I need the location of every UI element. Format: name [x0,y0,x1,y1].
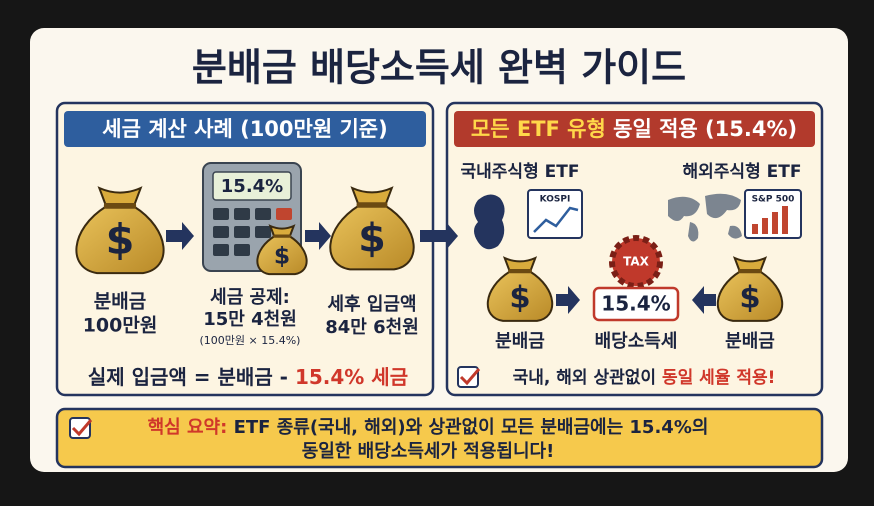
kospi-label: KOSPI [540,195,571,205]
dollar-sign: $ [358,215,386,261]
summary-line: 핵심 요약: ETF 종류(국내, 해외)와 상관없이 모든 분배금에는 15.… [148,416,709,438]
step-label: 15만 4천원 [203,309,297,330]
step-label: 100만원 [83,315,158,337]
bag-label: 분배금 [495,331,545,352]
step-label: 세후 입금액 [327,293,416,315]
right-header-highlight: 모든 ETF 유형 [471,117,606,141]
left-header-bg [64,111,426,147]
money-bag: $ [486,256,554,322]
money-bag: $ [75,186,165,275]
left-header: 세금 계산 사례 (100만원 기준) [102,117,387,141]
foreign-label: 해외주식형 ETF [683,161,802,182]
bag-top [732,256,768,273]
tax-badge: TAX [623,255,650,269]
bag-top [268,224,296,238]
arrow [692,286,716,314]
rate-text: 15.4% [601,292,670,316]
right-header: 모든 ETF 유형 동일 적용 (15.4%) [471,117,797,141]
check-highlight: 동일 세율 적용! [662,368,775,388]
formula: 실제 입금액 = 분배금 - 15.4% 세금 [88,365,408,389]
rate-box [592,286,680,322]
summary-box [55,407,824,469]
money-bag: $ [716,256,784,322]
right-header-bg [454,111,815,147]
check-line: 국내, 해외 상관없이 동일 세율 적용! [513,368,776,388]
center-label: 배당소득세 [595,331,678,352]
bag-tie [272,234,292,238]
bag-top [502,256,538,273]
bag-top [350,186,394,207]
kospi-trend [533,206,579,233]
money-bag: $ [256,224,308,276]
bag-body [716,270,784,322]
bag-body [75,205,165,275]
sp-label: S&P 500 [752,195,795,205]
summary-text: ETF 종류(국내, 해외)와 상관없이 모든 분배금에는 15.4%의 [227,417,708,438]
step-note: (100만원 × 15.4%) [200,334,301,347]
bag-tie [356,202,388,208]
dollar-sign: $ [106,216,135,264]
check-text: 국내, 해외 상관없이 [513,368,662,388]
dollar-sign: $ [509,280,530,315]
world-map [668,193,742,242]
bag-label: 분배금 [725,331,775,352]
arrow [420,222,458,250]
arrow [166,222,194,250]
korea-map [474,194,505,250]
dollar-sign: $ [739,280,760,315]
step-label: 세금 공제: [210,287,290,308]
tax-gear [609,235,663,289]
bag-tie [508,269,532,274]
dollar-sign: $ [274,242,290,270]
title: 분배금 배당소득세 완벽 가이드 [192,46,686,90]
bag-tie [103,202,137,209]
money-bag: $ [329,186,415,271]
bag-body [329,204,415,271]
step-label: 분배금 [94,291,146,313]
bag-tie [738,269,762,274]
checkbox [457,366,481,388]
calculator-display: 15.4% [221,176,283,197]
bag-top [97,186,143,208]
sp-bars [752,206,788,234]
formula-highlight: 15.4% 세금 [295,365,408,389]
arrow [556,286,580,314]
summary-label: 핵심 요약: [148,416,228,438]
summary-checkbox [69,417,93,439]
summary-line: 동일한 배당소득세가 적용됩니다! [302,441,555,462]
arrow [305,222,331,250]
formula-text: 실제 입금액 = 분배금 - [88,365,295,389]
right-header-text: 동일 적용 (15.4%) [606,117,797,141]
domestic-label: 국내주식형 ETF [461,161,580,182]
bag-body [486,270,554,322]
step-label: 84만 6천원 [325,317,419,338]
bag-body [256,235,308,276]
